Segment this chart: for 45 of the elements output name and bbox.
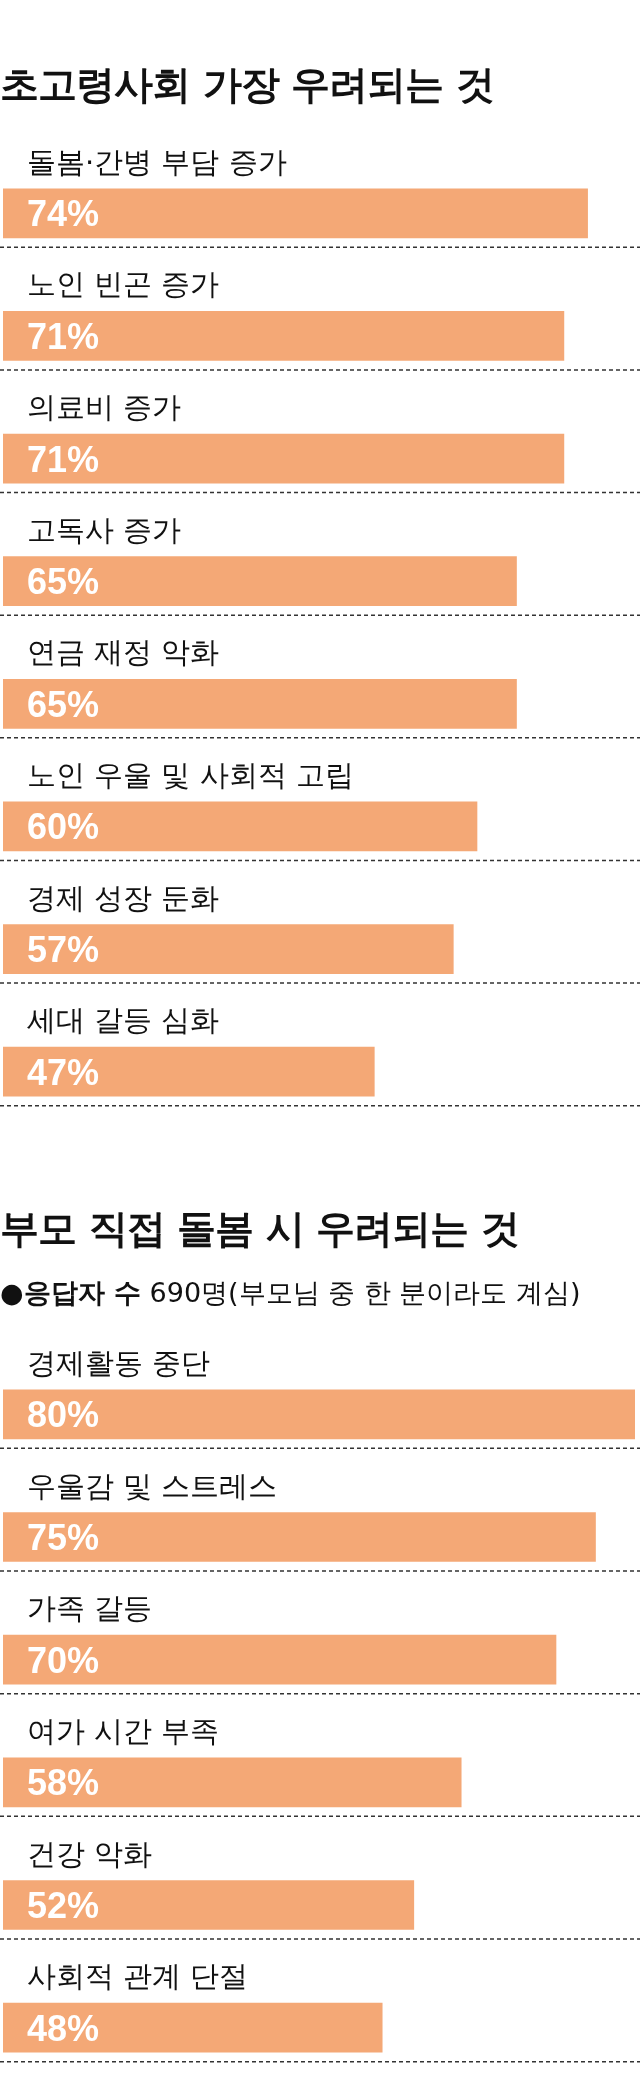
data-label: 52%	[27, 1884, 100, 1926]
data-label: 65%	[27, 683, 100, 725]
y-tick-label: 노인 빈곤 증가	[27, 267, 220, 302]
bar	[3, 924, 454, 974]
bar	[3, 556, 517, 607]
data-label: 65%	[27, 561, 100, 603]
y-tick-label: 연금 재정 악화	[27, 635, 220, 670]
data-label: 74%	[27, 193, 100, 235]
y-tick-label: 우울감 및 스트레스	[27, 1468, 278, 1502]
y-tick-label: 경제 성장 둔화	[27, 880, 220, 915]
chart-title: 초고령사회 가장 우려되는 것	[0, 62, 495, 108]
y-tick-label: 노인 우울 및 사회적 고립	[27, 757, 354, 792]
y-tick-label: 고독사 증가	[27, 512, 182, 547]
data-label: 48%	[27, 2007, 100, 2049]
chart-title: 부모 직접 돌봄 시 우려되는 것	[0, 1206, 520, 1252]
y-tick-label: 세대 갈등 심화	[27, 1003, 220, 1038]
bar	[3, 1511, 596, 1562]
y-tick-label: 의료비 증가	[27, 390, 182, 425]
bar	[3, 1879, 415, 1930]
bar	[3, 1757, 462, 1807]
bar	[3, 1046, 375, 1097]
bar	[3, 311, 565, 361]
data-label: 71%	[27, 315, 100, 357]
bar	[3, 1634, 557, 1684]
data-label: 58%	[27, 1761, 100, 1803]
bar	[3, 801, 478, 852]
bar	[3, 2002, 383, 2052]
chart-subtitle: ●응답자 수 690명(부모님 중 한 분이라도 계심)	[0, 1277, 581, 1308]
bar	[3, 678, 517, 729]
y-tick-label: 여가 시간 부족	[27, 1713, 220, 1748]
y-tick-label: 경제활동 중단	[27, 1345, 211, 1380]
data-label: 57%	[27, 929, 100, 971]
bar	[3, 433, 565, 484]
bar	[3, 1389, 635, 1439]
data-label: 80%	[27, 1393, 100, 1435]
y-tick-label: 돌봄·간병 부담 증가	[27, 144, 287, 179]
y-tick-label: 사회적 관계 단절	[27, 1958, 249, 1993]
y-tick-label: 가족 갈등	[27, 1590, 153, 1625]
bar	[3, 188, 588, 239]
y-tick-label: 건강 악화	[27, 1836, 153, 1870]
data-label: 60%	[27, 806, 100, 848]
data-label: 70%	[27, 1639, 100, 1681]
data-label: 71%	[27, 438, 100, 480]
data-label: 47%	[27, 1051, 100, 1093]
data-label: 75%	[27, 1516, 100, 1558]
